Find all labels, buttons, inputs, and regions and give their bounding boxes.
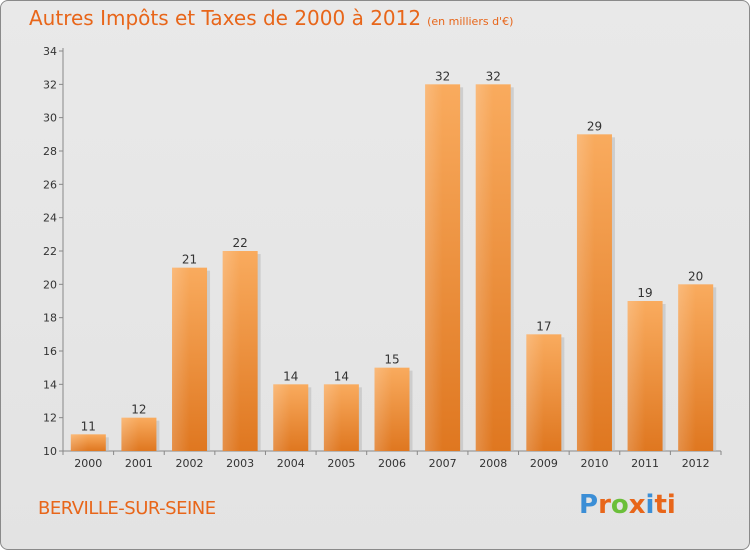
x-tick-label: 2012 (682, 457, 710, 470)
y-tick-label: 14 (43, 378, 57, 391)
chart-title: Autres Impôts et Taxes de 2000 à 2012 (en… (29, 6, 513, 30)
logo-letter: i (666, 490, 676, 520)
bar-highlight (121, 417, 139, 451)
y-tick-label: 20 (43, 278, 57, 291)
logo-letter: x (628, 490, 646, 520)
x-tick-label: 2007 (429, 457, 457, 470)
data-label: 32 (435, 69, 450, 83)
logo-letter: o (610, 490, 629, 520)
chart-unit: (en milliers d'€) (427, 15, 514, 28)
y-tick-label: 18 (43, 312, 57, 325)
bar-highlight (576, 134, 595, 452)
x-tick-label: 2002 (176, 457, 204, 470)
data-label: 21 (182, 253, 197, 267)
bar-highlight (627, 301, 646, 451)
data-label: 15 (384, 353, 399, 367)
bar-highlight (172, 267, 190, 451)
x-tick-label: 2005 (327, 457, 355, 470)
y-tick-label: 34 (43, 45, 57, 58)
chart-bars (70, 84, 717, 452)
data-label: 17 (536, 319, 551, 333)
bar-highlight (70, 434, 89, 451)
x-tick-label: 2010 (580, 457, 608, 470)
x-tick-label: 2008 (479, 457, 507, 470)
x-tick-label: 2004 (277, 457, 305, 470)
y-tick-label: 22 (43, 245, 57, 258)
y-tick-label: 24 (43, 212, 57, 225)
y-tick-label: 16 (43, 345, 57, 358)
bar-highlight (475, 84, 494, 451)
y-tick-label: 32 (43, 78, 57, 91)
data-label: 11 (81, 419, 96, 433)
bar-highlight (273, 384, 291, 451)
data-label: 32 (486, 69, 501, 83)
bar-highlight (374, 367, 392, 451)
data-label: 19 (637, 286, 652, 300)
data-label: 20 (688, 269, 703, 283)
bar-highlight (222, 251, 241, 451)
data-label: 14 (334, 369, 349, 383)
logo-letter: t (654, 490, 667, 520)
y-tick-label: 28 (43, 145, 57, 158)
bar-highlight (678, 284, 696, 451)
y-tick-label: 10 (43, 445, 57, 458)
bar-highlight (425, 84, 443, 451)
x-tick-label: 2009 (530, 457, 558, 470)
x-tick-label: 2000 (74, 457, 102, 470)
x-tick-label: 2006 (378, 457, 406, 470)
x-tick-label: 2001 (125, 457, 153, 470)
data-label: 12 (131, 403, 146, 417)
y-tick-label: 12 (43, 412, 57, 425)
chart-data-labels: 11 2000 12 2001 21 2002 22 2003 14 2004 14 2005 15 20… (74, 69, 709, 470)
logo-letter: r (598, 490, 611, 520)
logo-letter: P (579, 490, 599, 520)
y-tick-label: 30 (43, 112, 57, 125)
logo-letter: i (645, 490, 655, 520)
data-label: 14 (283, 369, 298, 383)
bar-highlight (323, 384, 342, 451)
data-label: 29 (587, 119, 602, 133)
x-tick-label: 2003 (226, 457, 254, 470)
y-tick-label: 26 (43, 178, 57, 191)
x-tick-label: 2011 (631, 457, 659, 470)
data-label: 22 (233, 236, 248, 250)
bar-highlight (526, 334, 544, 451)
chart-title-text: Autres Impôts et Taxes de 2000 à 2012 (29, 6, 422, 30)
chart-axes: 10 12 14 16 18 20 22 24 26 28 30 32 34 (43, 45, 722, 458)
commune-name: BERVILLE-SUR-SEINE (38, 498, 216, 519)
proxiti-logo[interactable]: Proxiti (579, 490, 676, 520)
